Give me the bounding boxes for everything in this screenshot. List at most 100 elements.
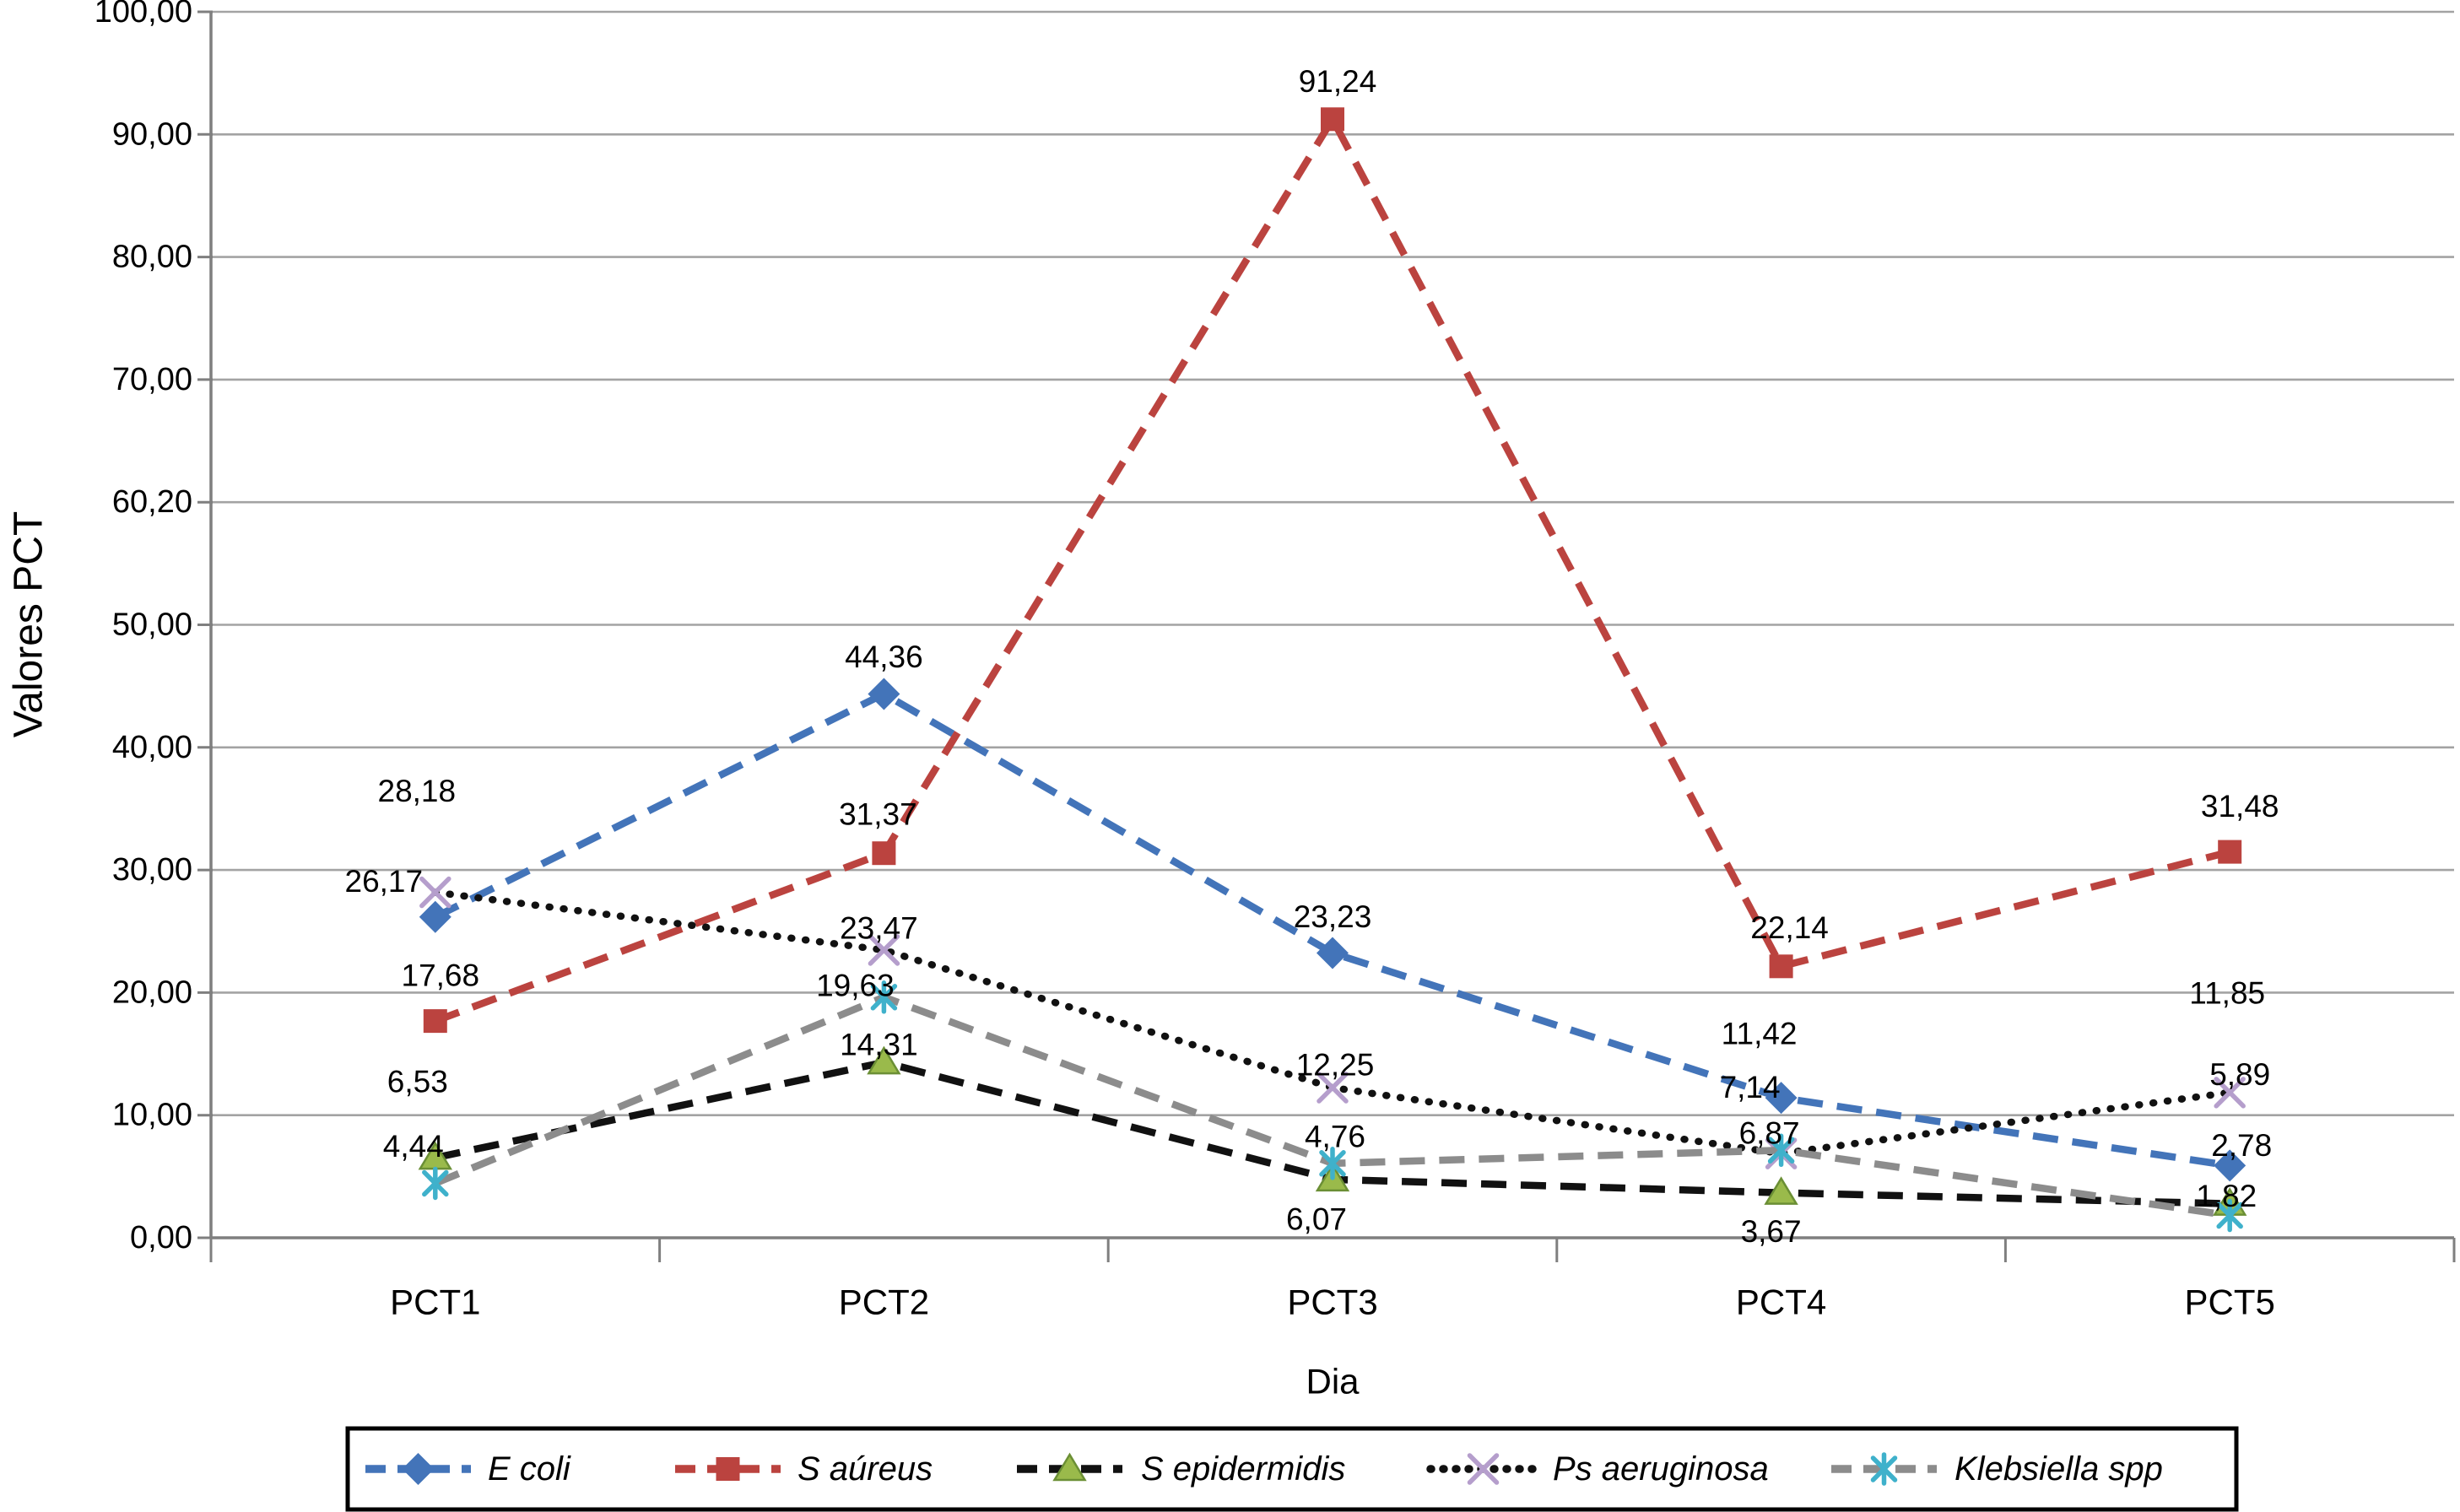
x-marker <box>1317 1072 1349 1104</box>
x-tick-label-pct1: PCT1 <box>390 1282 480 1322</box>
asterisk-marker <box>1870 1452 1898 1486</box>
y-tick-label: 50,00 <box>112 608 192 643</box>
y-axis-title: Valores PCT <box>7 511 51 738</box>
data-label-e-coli-pct3: 23,23 <box>1294 899 1372 934</box>
legend-item-klebsiella-spp: Klebsiella spp <box>1831 1450 2163 1488</box>
data-label-ps-aeruginosa-pct2: 23,47 <box>840 910 918 945</box>
asterisk-marker <box>870 980 898 1014</box>
x-marker <box>868 934 900 966</box>
data-label-s-epidermidis-pct1: 6,53 <box>387 1065 448 1099</box>
x-stroke <box>868 934 900 966</box>
asterisk-stroke <box>1767 1137 1795 1164</box>
y-tick-label: 40,00 <box>112 730 192 765</box>
data-label-e-coli-pct1: 26,17 <box>345 864 424 899</box>
square-marker <box>423 1009 447 1034</box>
x-marker <box>419 876 451 909</box>
legend-label-e-coli: E coli <box>488 1450 571 1488</box>
x-marker <box>1467 1453 1500 1485</box>
legend-label-s-a-reus: S aúreus <box>797 1450 933 1488</box>
asterisk-stroke <box>422 1169 449 1197</box>
diamond-marker <box>419 900 451 933</box>
data-label-ps-aeruginosa-pct5: 11,85 <box>2189 975 2265 1010</box>
data-label-s-epidermidis-pct3: 4,76 <box>1305 1119 1365 1153</box>
triangle-marker <box>867 1045 901 1075</box>
series-e-coli <box>419 678 2246 1182</box>
x-tick-label-pct4: PCT4 <box>1736 1282 1826 1322</box>
asterisk-stroke <box>870 984 898 1011</box>
legend-label-ps-aeruginosa: Ps aeruginosa <box>1553 1450 1769 1488</box>
x-marker <box>2214 1077 2246 1109</box>
asterisk-stroke <box>1870 1455 1898 1482</box>
data-label-klebsiella-spp-pct2: 19,63 <box>816 968 895 1002</box>
diamond-marker <box>1765 1082 1798 1115</box>
legend-item-ps-aeruginosa: Ps aeruginosa <box>1426 1450 1769 1488</box>
square-marker <box>1321 107 1344 132</box>
square-marker <box>716 1457 740 1481</box>
diamond-marker <box>868 678 900 710</box>
y-tick-label: 30,00 <box>112 852 192 888</box>
data-label-s-a-reus-pct1: 17,68 <box>402 958 480 993</box>
asterisk-marker <box>1767 1133 1795 1168</box>
square-marker <box>872 841 896 866</box>
data-label-s-a-reus-pct3: 91,24 <box>1299 64 1377 99</box>
legend-item-e-coli: E coli <box>365 1450 571 1488</box>
y-axis-tick-labels: 100,00 90,00 80,00 70,00 60,20 50,00 40,00 30,0… <box>95 0 192 1256</box>
y-tick-label: 90,00 <box>112 116 192 152</box>
x-stroke <box>2214 1077 2246 1109</box>
data-label-ps-aeruginosa-pct4: 6,87 <box>1739 1116 1800 1151</box>
data-label-s-a-reus-pct4: 22,14 <box>1750 910 1829 945</box>
data-label-klebsiella-spp-pct4: 7,14 <box>1720 1070 1781 1104</box>
data-label-s-epidermidis-pct2: 14,31 <box>840 1028 918 1062</box>
data-label-e-coli-pct4: 11,42 <box>1722 1017 1798 1051</box>
data-label-ps-aeruginosa-pct1: 28,18 <box>378 774 457 808</box>
y-tick-label: 100,00 <box>95 0 192 30</box>
data-label-ps-aeruginosa-pct3: 12,25 <box>1296 1048 1375 1083</box>
series-klebsiella-spp <box>422 980 2243 1233</box>
data-label-klebsiella-spp-pct3: 6,07 <box>1286 1202 1347 1236</box>
data-label-klebsiella-spp-pct5: 1,82 <box>2196 1179 2257 1213</box>
data-label-e-coli-pct2: 44,36 <box>845 640 923 674</box>
legend: E coli S aúreus S epidermidis Ps aeruginosa… <box>345 1426 2239 1512</box>
asterisk-stroke <box>1319 1150 1346 1177</box>
data-label-s-a-reus-pct5: 31,48 <box>2201 789 2279 824</box>
y-tick-label: 20,00 <box>112 975 192 1010</box>
x-axis-title: Dia <box>1306 1362 1360 1401</box>
square-marker <box>1769 954 1793 979</box>
square-marker <box>2218 840 2242 864</box>
x-tick-label-pct5: PCT5 <box>2185 1282 2275 1322</box>
asterisk-marker <box>1319 1147 1346 1180</box>
asterisk-stroke <box>2216 1202 2243 1229</box>
y-tick-label: 70,00 <box>112 362 192 397</box>
asterisk-marker <box>422 1166 449 1201</box>
data-label-klebsiella-spp-pct1: 4,44 <box>383 1129 444 1164</box>
x-stroke <box>1317 1072 1349 1104</box>
x-axis-tick-labels: PCT1 PCT2 PCT3 PCT4 PCT5 <box>390 1282 2275 1322</box>
line-e-coli <box>433 689 2230 1169</box>
y-tick-label: 0,00 <box>130 1220 192 1256</box>
x-tick-label-pct2: PCT2 <box>839 1282 929 1322</box>
asterisk-marker <box>2216 1198 2243 1233</box>
data-label-e-coli-pct5: 5,89 <box>2209 1057 2270 1092</box>
series-lines <box>418 107 2247 1233</box>
diamond-marker <box>402 1453 435 1485</box>
x-stroke <box>1467 1453 1500 1485</box>
triangle-marker <box>1764 1176 1798 1205</box>
legend-label-klebsiella-spp: Klebsiella spp <box>1954 1450 2163 1488</box>
y-tick-label: 60,20 <box>112 484 192 520</box>
data-label-s-a-reus-pct2: 31,37 <box>839 797 917 832</box>
diamond-marker <box>1317 937 1349 969</box>
legend-item-s-a-reus: S aúreus <box>675 1450 933 1488</box>
data-label-s-epidermidis-pct4: 3,67 <box>1741 1214 1802 1249</box>
legend-item-s-epidermidis: S epidermidis <box>1017 1450 1345 1488</box>
x-stroke <box>419 876 451 909</box>
axes <box>197 10 2456 1262</box>
data-labels: 26,17 44,36 23,23 11,42 5,89 17,68 31,37 91,24 2… <box>345 64 2279 1249</box>
diamond-marker <box>2214 1149 2246 1182</box>
triangle-marker <box>1052 1452 1087 1482</box>
data-label-s-epidermidis-pct5: 2,78 <box>2211 1128 2272 1163</box>
line-s-a-reus <box>434 111 2231 1025</box>
y-tick-label: 80,00 <box>112 240 192 275</box>
y-tick-label: 10,00 <box>112 1098 192 1133</box>
